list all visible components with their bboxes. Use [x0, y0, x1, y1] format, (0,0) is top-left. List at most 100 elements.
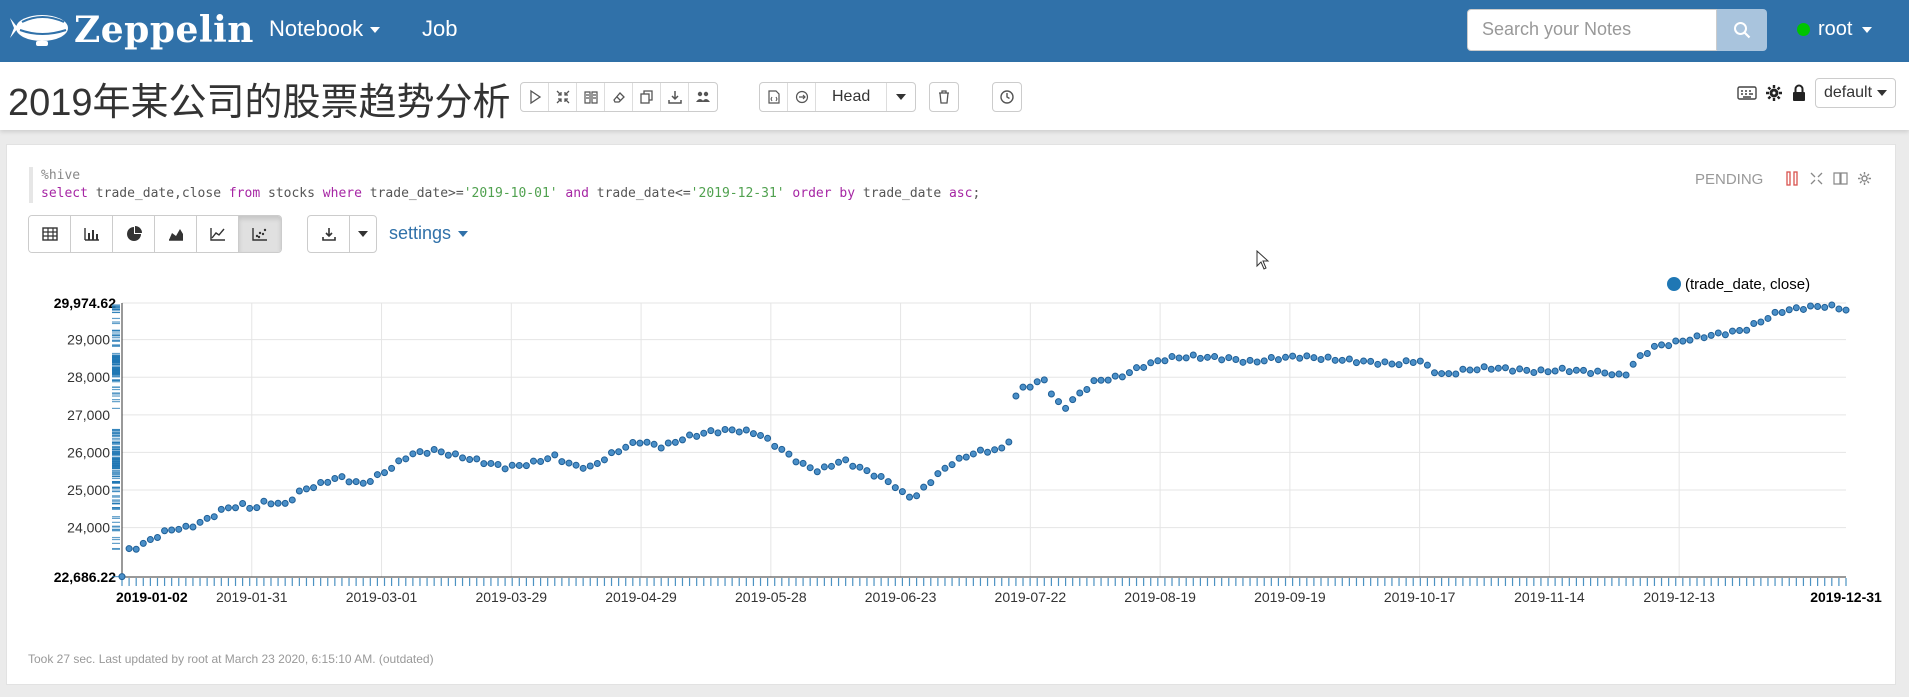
- scatter-point: [480, 460, 488, 468]
- scatter-point: [1239, 358, 1247, 366]
- scatter-point: [1658, 341, 1666, 349]
- code-token: select: [41, 186, 88, 201]
- pie-chart-button[interactable]: [113, 216, 155, 252]
- scatter-point: [1423, 361, 1431, 369]
- scatter-point: [125, 545, 133, 553]
- scatter-point: [1253, 358, 1261, 366]
- keyboard-icon[interactable]: [1737, 86, 1757, 100]
- scatter-point: [1821, 303, 1829, 311]
- scatter-point: [1480, 363, 1488, 371]
- user-menu[interactable]: root: [1797, 18, 1873, 41]
- code-token: ;: [972, 186, 981, 201]
- hide-editor-icon[interactable]: [1809, 171, 1824, 186]
- scatter-point: [246, 504, 254, 512]
- scatter-point: [1274, 356, 1282, 364]
- scatter-point: [1544, 368, 1552, 376]
- scatter-point: [1282, 353, 1290, 361]
- commit-button[interactable]: [788, 83, 816, 111]
- revision-dropdown[interactable]: [887, 83, 915, 111]
- scatter-point: [1303, 352, 1311, 360]
- y-min-label: 22,686.22: [54, 569, 116, 585]
- scheduler-button[interactable]: [993, 83, 1021, 111]
- scatter-point: [1551, 367, 1559, 375]
- scatter-point: [1352, 359, 1360, 367]
- scatter-point: [1104, 376, 1112, 384]
- scatter-point: [1565, 368, 1573, 376]
- interpreter-binding-dropdown[interactable]: default: [1815, 78, 1897, 108]
- scatter-point: [267, 500, 275, 508]
- scatter-point: [593, 459, 601, 467]
- scatter-point: [338, 473, 346, 481]
- run-all-button[interactable]: [521, 83, 549, 111]
- permissions-button[interactable]: [689, 83, 717, 111]
- code-token: and: [557, 186, 589, 201]
- scatter-chart-button[interactable]: [239, 216, 281, 252]
- scatter-point: [955, 454, 963, 462]
- clear-output-button[interactable]: [605, 83, 633, 111]
- notebook-title[interactable]: 2019年某公司的股票趋势分析: [8, 82, 511, 124]
- scatter-point: [444, 451, 452, 459]
- scatter-point: [317, 479, 325, 487]
- hide-output-icon[interactable]: [1833, 171, 1848, 186]
- scatter-point: [813, 468, 821, 476]
- scatter-point: [1728, 327, 1736, 335]
- scatter-point: [522, 462, 530, 470]
- scatter-point: [515, 461, 523, 469]
- scatter-point: [118, 573, 126, 581]
- export-button[interactable]: [661, 83, 689, 111]
- scatter-point: [856, 463, 864, 471]
- scatter-point: [451, 450, 459, 458]
- scatter-point: [1133, 364, 1141, 372]
- job-link[interactable]: Job: [422, 16, 458, 41]
- gear-icon[interactable]: [1857, 171, 1872, 186]
- x-tick-label: 2019-03-01: [346, 589, 418, 605]
- user-name: root: [1818, 18, 1853, 40]
- line-chart-icon: [209, 228, 225, 241]
- scatter-point: [671, 438, 679, 446]
- notebook-header: 2019年某公司的股票趋势分析 Head default: [0, 62, 1909, 130]
- bar-chart-button[interactable]: [71, 216, 113, 252]
- settings-toggle[interactable]: settings: [389, 223, 469, 244]
- scatter-point: [1579, 366, 1587, 374]
- scatter-point: [1601, 369, 1609, 377]
- clone-button[interactable]: [633, 83, 661, 111]
- lock-icon[interactable]: [1791, 84, 1807, 102]
- scatter-point: [274, 499, 282, 507]
- head-revision-button[interactable]: Head: [816, 83, 888, 111]
- notebook-action-group: [520, 82, 718, 112]
- delete-button[interactable]: [930, 83, 958, 111]
- search-input[interactable]: [1468, 10, 1716, 48]
- scatter-point: [835, 458, 843, 466]
- area-chart-button[interactable]: [155, 216, 197, 252]
- scatter-point: [161, 527, 169, 535]
- paragraph-status: PENDING: [1695, 171, 1764, 188]
- scatter-point: [1537, 366, 1545, 374]
- scatter-point: [622, 443, 630, 451]
- gear-icon[interactable]: [1765, 84, 1783, 102]
- download-format-dropdown[interactable]: [350, 216, 376, 252]
- hide-output-button[interactable]: [577, 83, 605, 111]
- scatter-point: [1700, 334, 1708, 342]
- visualization-selector: [28, 215, 282, 253]
- download-button[interactable]: [308, 216, 350, 252]
- pause-icon[interactable]: [1785, 171, 1800, 186]
- line-chart-button[interactable]: [197, 216, 239, 252]
- brand-logo[interactable]: Zeppelin: [8, 8, 254, 52]
- scatter-point: [1438, 370, 1446, 378]
- code-token: where: [322, 186, 362, 201]
- code-editor[interactable]: %hive select trade_date,close from stock…: [29, 167, 980, 203]
- notebook-menu[interactable]: Notebook: [269, 16, 381, 42]
- search-button[interactable]: [1717, 9, 1767, 51]
- table-view-button[interactable]: [29, 216, 71, 252]
- scatter-point: [1558, 364, 1566, 372]
- scatter-point: [437, 448, 445, 456]
- scatter-point: [842, 456, 850, 464]
- paragraph: %hive select trade_date,close from stock…: [6, 144, 1896, 685]
- version-control-button[interactable]: [760, 83, 788, 111]
- code-token: trade_date<=: [588, 186, 691, 201]
- scatter-point: [827, 462, 835, 470]
- scatter-point: [1785, 306, 1793, 314]
- hide-code-button[interactable]: [549, 83, 577, 111]
- version-control-group: Head: [759, 82, 917, 112]
- scatter-point: [1416, 357, 1424, 365]
